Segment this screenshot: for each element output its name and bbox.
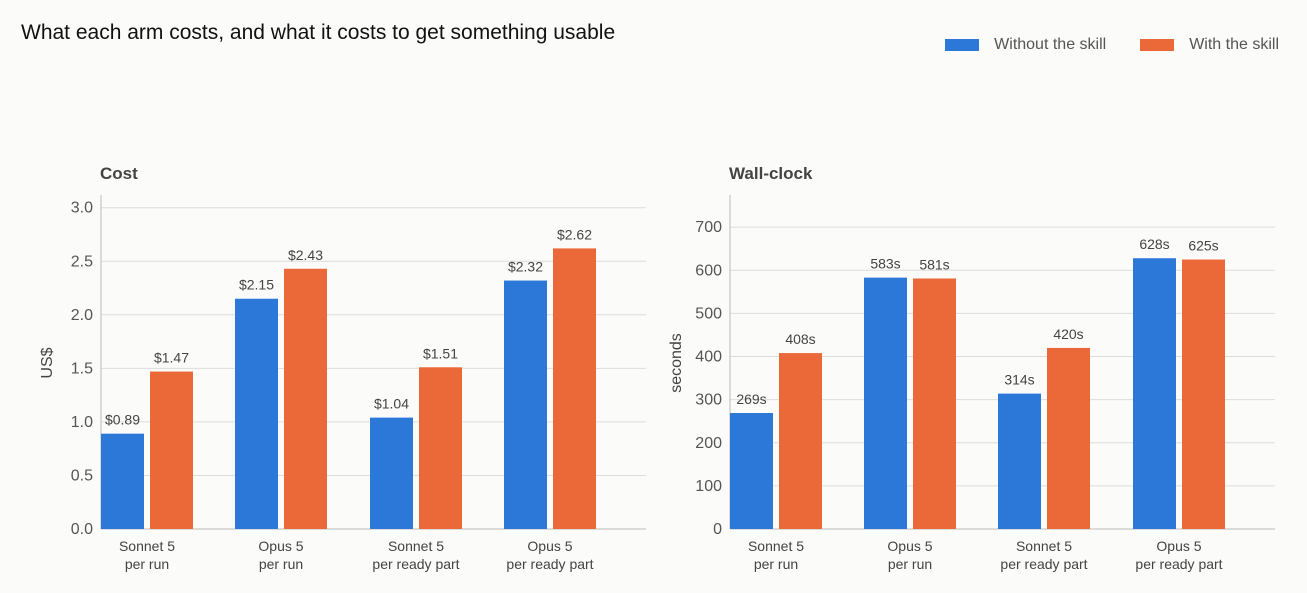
cost-bar-without-skill xyxy=(101,433,144,529)
wallclock-bar-without-skill xyxy=(730,413,773,529)
cost-bar-with-skill xyxy=(553,248,596,530)
cost-data-label: $0.89 xyxy=(105,412,140,428)
cost-data-label: $1.47 xyxy=(154,350,189,366)
cost-category-label-line1: Sonnet 5 xyxy=(388,538,444,554)
cost-data-label: $1.04 xyxy=(374,396,409,412)
cost-bar-with-skill xyxy=(419,367,462,529)
wallclock-ytick-label: 100 xyxy=(695,478,722,495)
cost-category-label-line1: Opus 5 xyxy=(527,538,572,554)
wallclock-ytick-label: 300 xyxy=(695,392,722,409)
wallclock-ytick-label: 0 xyxy=(713,521,722,538)
cost-bar-without-skill xyxy=(370,417,413,529)
wallclock-ytick-label: 700 xyxy=(695,219,722,236)
cost-bar-with-skill xyxy=(150,371,193,529)
cost-bar-without-skill xyxy=(504,280,547,529)
legend: Without the skill With the skill xyxy=(945,36,1279,54)
cost-category-label-line2: per run xyxy=(259,556,303,572)
wallclock-data-label: 408s xyxy=(785,331,815,347)
legend-item-without-skill: Without the skill xyxy=(945,36,1106,54)
legend-label-with-skill: With the skill xyxy=(1189,36,1279,53)
cost-panel-title: Cost xyxy=(100,164,138,183)
legend-label-without-skill: Without the skill xyxy=(994,36,1107,53)
figure-title: What each arm costs, and what it costs t… xyxy=(21,21,616,44)
wallclock-category-label-line2: per run xyxy=(754,556,798,572)
cost-category-label-line2: per run xyxy=(125,556,169,572)
cost-ytick-label: 1.0 xyxy=(71,414,93,431)
wallclock-category-label-line1: Sonnet 5 xyxy=(748,538,804,554)
wallclock-ytick-label: 400 xyxy=(695,349,722,366)
wallclock-bar-with-skill xyxy=(779,353,822,529)
cost-category-label-line2: per ready part xyxy=(506,556,593,572)
cost-data-label: $2.43 xyxy=(288,247,323,263)
legend-swatch-with-skill xyxy=(1140,39,1175,51)
wallclock-panel-title: Wall-clock xyxy=(729,164,813,183)
cost-data-label: $2.32 xyxy=(508,259,543,275)
wallclock-category-label-line2: per ready part xyxy=(1135,556,1222,572)
cost-bar-without-skill xyxy=(235,298,278,529)
wallclock-ytick-label: 500 xyxy=(695,305,722,322)
wallclock-data-label: 581s xyxy=(919,256,949,272)
wallclock-bar-without-skill xyxy=(998,393,1041,529)
legend-swatch-without-skill xyxy=(945,39,980,51)
wallclock-ytick-label: 600 xyxy=(695,262,722,279)
cost-ytick-label: 2.0 xyxy=(71,307,93,324)
wallclock-bar-with-skill xyxy=(1047,347,1090,529)
wallclock-category-label-line1: Opus 5 xyxy=(887,538,932,554)
wallclock-data-label: 625s xyxy=(1188,238,1218,254)
wallclock-data-label: 420s xyxy=(1053,326,1083,342)
wallclock-category-label-line1: Opus 5 xyxy=(1156,538,1201,554)
wallclock-bar-without-skill xyxy=(1133,258,1176,529)
cost-y-axis-label: US$ xyxy=(39,347,56,378)
cost-category-label-line1: Opus 5 xyxy=(258,538,303,554)
wallclock-bar-with-skill xyxy=(1182,259,1225,529)
wallclock-ytick-label: 200 xyxy=(695,435,722,452)
wallclock-category-label-line2: per run xyxy=(888,556,932,572)
wallclock-data-label: 314s xyxy=(1004,372,1034,388)
cost-ytick-label: 3.0 xyxy=(71,200,93,217)
cost-ytick-label: 0.5 xyxy=(71,467,93,484)
legend-item-with-skill: With the skill xyxy=(1140,36,1279,54)
cost-category-label-line2: per ready part xyxy=(372,556,459,572)
cost-ytick-label: 2.5 xyxy=(71,253,93,270)
wallclock-data-label: 628s xyxy=(1139,236,1169,252)
wallclock-data-label: 269s xyxy=(736,391,766,407)
wallclock-category-label-line2: per ready part xyxy=(1000,556,1087,572)
wallclock-bar-without-skill xyxy=(864,277,907,529)
cost-data-label: $1.51 xyxy=(423,345,458,361)
cost-data-label: $2.62 xyxy=(557,226,592,242)
cost-data-label: $2.15 xyxy=(239,277,274,293)
wallclock-data-label: 583s xyxy=(870,256,900,272)
cost-category-label-line1: Sonnet 5 xyxy=(119,538,175,554)
wallclock-category-label-line1: Sonnet 5 xyxy=(1016,538,1072,554)
cost-ytick-label: 1.5 xyxy=(71,360,93,377)
cost-ytick-label: 0.0 xyxy=(71,521,93,538)
cost-bar-with-skill xyxy=(284,268,327,529)
wallclock-y-axis-label: seconds xyxy=(668,333,685,393)
wallclock-bar-with-skill xyxy=(913,278,956,529)
